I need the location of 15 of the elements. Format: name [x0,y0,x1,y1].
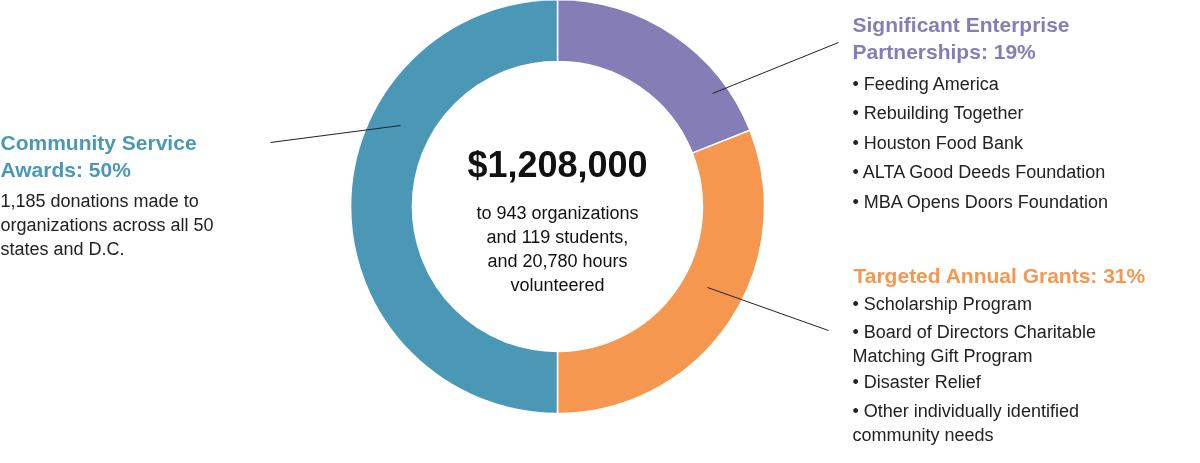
text: $1,208,000 [467,143,648,185]
text: • Feeding America [852,73,1000,94]
text: • Scholarship Program [852,293,1032,314]
text: • Houston Food Bank [852,132,1024,153]
text: • MBA Opens Doors Foundation [852,191,1108,212]
text: • Board of Directors Charitable Matching Gift Program [852,322,1096,367]
text: to 943 organizations and 119 students, and 20,780 hours volunteered [476,202,639,295]
text: • Rebuilding Together [852,103,1024,124]
slice-label: Targeted Annual Grants: 31% [853,263,1146,287]
slice-label: Significant Enterprise Partnerships: 19% [852,12,1070,64]
text: • ALTA Good Deeds Foundation [852,162,1106,183]
text: 1,185 donations made to organizations across all 50 states and D.C. [0,190,214,259]
slice-label: Community Service Awards: 50% [0,130,197,182]
text: • Disaster Relief [852,372,982,393]
text: • Other individually identified community needs [852,400,1079,445]
